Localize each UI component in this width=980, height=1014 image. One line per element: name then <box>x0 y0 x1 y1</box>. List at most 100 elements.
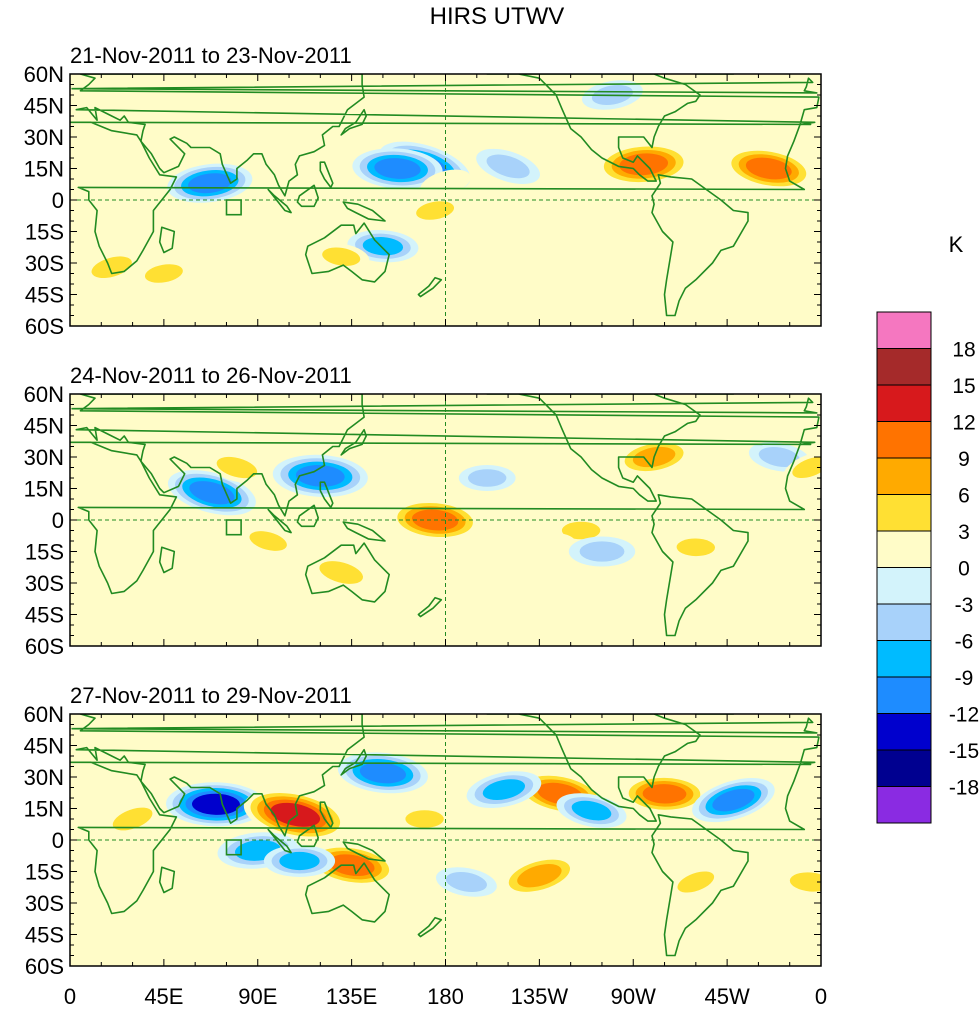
panel-1-coastline-13 <box>319 161 334 189</box>
colorbar-swatches <box>876 311 932 824</box>
panel-2-coastline-4 <box>486 394 701 502</box>
colorbar-swatch-6 <box>876 494 932 532</box>
panel-1-feature-16-level-1 <box>568 230 615 254</box>
panel-3-feature-13-level-2 <box>112 807 153 831</box>
panel-2-y-label-8: 45S <box>25 603 64 628</box>
colorbar-swatch-8 <box>876 567 932 605</box>
panel-1-feature-15-level-1 <box>735 240 782 265</box>
panel-1-coastline-8 <box>342 201 386 222</box>
panel-3-feature-2-level-5 <box>270 802 321 827</box>
colorbar-label-10: -9 <box>955 667 974 690</box>
panel-2-y-label-1: 60N <box>24 382 64 407</box>
panel-2-y-label-7: 30S <box>25 571 64 596</box>
panel-2-coastline-3 <box>304 542 391 603</box>
panel-3-coastline-6 <box>267 828 292 854</box>
panel-1-y-labels: 60N 45N 30N 15N 0 15S 30S 45S 60S <box>24 62 64 339</box>
panel-2-y-label-4: 15N <box>24 477 64 502</box>
panel-3-coastlines <box>70 714 820 957</box>
panel-3: 27-Nov-2011 to 29-Nov-2011 60N 45N 30N 15N 0… <box>24 683 822 979</box>
panel-3-ticks <box>69 713 822 967</box>
colorbar-label-3: 12 <box>952 412 975 435</box>
panel-3-coastline-13 <box>319 801 334 829</box>
panel-1-feature-14-level-1 <box>669 104 722 128</box>
panel-1-y-label-8: 45S <box>25 283 64 308</box>
panel-1-coastline-11 <box>71 77 818 94</box>
colorbar-swatch-9 <box>876 603 932 641</box>
colorbar-label-1: 18 <box>952 339 975 362</box>
colorbar-swatch-3 <box>876 384 932 422</box>
panel-3-coastline-4 <box>486 714 701 822</box>
x-label-3: 90E <box>238 984 277 1009</box>
panel-1-feature-9-level-3 <box>362 237 404 256</box>
colorbar-swatch-1 <box>876 311 932 349</box>
colorbar-label-7: 0 <box>958 558 970 581</box>
panel-3-coastline-5 <box>651 813 749 957</box>
colorbar-labels: 18 15 12 9 6 3 0 -3 -6 -9 -12 -15 -18 <box>949 339 979 800</box>
colorbar-label-13: -18 <box>949 777 979 800</box>
panel-1-coastline-5 <box>651 174 749 317</box>
panel-2-reference-lines <box>70 394 821 646</box>
colorbar-label-5: 6 <box>958 485 970 508</box>
panel-3-y-label-3: 30N <box>24 765 64 790</box>
panel-1-feature-10-level-2 <box>322 247 361 266</box>
colorbar-swatch-12 <box>876 713 932 751</box>
panel-1-y-label-1: 60N <box>24 62 64 87</box>
panel-2-feature-15-level-2 <box>792 456 821 479</box>
panel-3-reference-lines <box>70 714 821 966</box>
panel-3-y-label-8: 45S <box>25 923 64 948</box>
panel-3-coastline-9 <box>158 866 176 894</box>
panel-3-feature-7-level-3 <box>571 800 612 821</box>
panel-1-y-label-9: 60S <box>25 314 64 339</box>
panel-3-coastline-1 <box>70 761 812 915</box>
panel-1-feature-4-level-1 <box>420 169 471 197</box>
panel-1-feature-8-level-4 <box>745 157 792 180</box>
panel-2-field <box>70 439 821 590</box>
panel-3-y-label-7: 30S <box>25 891 64 916</box>
panel-2-coastline-1 <box>70 441 812 595</box>
panel-3-feature-1-level-5 <box>192 793 240 815</box>
panel-2-coastline-2 <box>75 394 820 517</box>
panel-3-feature-6-level-3 <box>482 779 526 800</box>
x-label-1: 0 <box>64 984 76 1009</box>
panel-1-coastline-9 <box>158 226 176 254</box>
panel-3-coastline-14 <box>417 916 443 938</box>
panel-2-feature-10-level-2 <box>676 538 715 557</box>
panel-2-title: 24-Nov-2011 to 26-Nov-2011 <box>70 363 352 388</box>
panel-2-feature-14-level-2 <box>468 469 507 487</box>
colorbar: K 18 15 12 9 6 3 0 -3 -6 -9 -12 -15 -18 <box>876 232 979 824</box>
panel-2-coastline-13 <box>319 481 334 509</box>
panel-2-feature-13-level-2 <box>579 541 625 562</box>
panel-3-y-labels: 60N 45N 30N 15N 0 15S 30S 45S 60S <box>24 702 64 979</box>
panel-2-y-labels: 60N 45N 30N 15N 0 15S 30S 45S 60S <box>24 382 64 659</box>
x-label-7: 90W <box>611 984 656 1009</box>
panel-2-coastlines <box>70 394 820 637</box>
colorbar-swatch-4 <box>876 421 932 459</box>
panel-2-y-label-2: 45N <box>24 414 64 439</box>
colorbar-label-12: -15 <box>949 740 979 763</box>
panel-2-coastline-9 <box>158 546 176 574</box>
x-label-4: 135E <box>326 984 377 1009</box>
panel-2-feature-9-level-1 <box>523 532 576 558</box>
panel-1-coastline-6 <box>267 188 292 214</box>
x-axis-labels: 0 45E 90E 135E 180 135W 90W 45W 0 <box>64 984 827 1009</box>
panel-1-coastline-14 <box>417 276 443 298</box>
colorbar-label-6: 3 <box>958 521 970 544</box>
x-label-8: 45W <box>704 984 749 1009</box>
panel-1-y-label-6: 15S <box>25 220 64 245</box>
panel-2-feature-2-level-4 <box>295 465 345 487</box>
panel-1-feature-7-level-4 <box>619 153 669 176</box>
colorbar-swatch-14 <box>876 786 932 824</box>
x-label-2: 45E <box>144 984 183 1009</box>
panel-3-title: 27-Nov-2011 to 29-Nov-2011 <box>70 683 352 708</box>
x-label-6: 135W <box>511 984 569 1009</box>
panel-3-y-label-6: 15S <box>25 860 64 885</box>
chart-title: HIRS UTWV <box>430 3 565 30</box>
panel-2-coastline-14 <box>417 596 443 618</box>
panel-1-feature-12-level-2 <box>144 264 183 283</box>
panel-2-coastline-5 <box>651 493 749 637</box>
panel-3-feature-5-level-4 <box>642 784 687 804</box>
panel-3-feature-15-level-2 <box>405 810 444 828</box>
panel-2-ticks <box>69 393 822 647</box>
panel-3-feature-16-level-2 <box>677 871 715 893</box>
panel-1-y-label-2: 45N <box>24 94 64 119</box>
